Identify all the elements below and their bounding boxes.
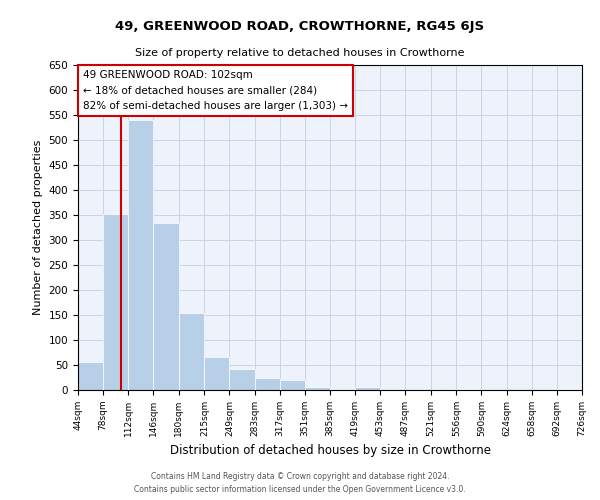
Text: 49 GREENWOOD ROAD: 102sqm
← 18% of detached houses are smaller (284)
82% of semi: 49 GREENWOOD ROAD: 102sqm ← 18% of detac…: [83, 70, 348, 111]
Bar: [179, 312, 205, 390]
Text: 49, GREENWOOD ROAD, CROWTHORNE, RG45 6JS: 49, GREENWOOD ROAD, CROWTHORNE, RG45 6JS: [115, 20, 485, 33]
Text: Size of property relative to detached houses in Crowthorne: Size of property relative to detached ho…: [135, 48, 465, 58]
X-axis label: Distribution of detached houses by size in Crowthorne: Distribution of detached houses by size …: [170, 444, 491, 458]
Bar: [280, 380, 305, 390]
Y-axis label: Number of detached properties: Number of detached properties: [33, 140, 43, 315]
Bar: [128, 120, 154, 390]
Bar: [254, 378, 280, 390]
Text: Contains HM Land Registry data © Crown copyright and database right 2024.
Contai: Contains HM Land Registry data © Crown c…: [134, 472, 466, 494]
Bar: [457, 389, 481, 390]
Bar: [229, 369, 254, 390]
Bar: [78, 362, 103, 390]
Bar: [205, 357, 229, 390]
Bar: [154, 222, 179, 390]
Bar: [557, 389, 582, 390]
Bar: [355, 386, 380, 390]
Bar: [103, 214, 128, 390]
Bar: [305, 386, 330, 390]
